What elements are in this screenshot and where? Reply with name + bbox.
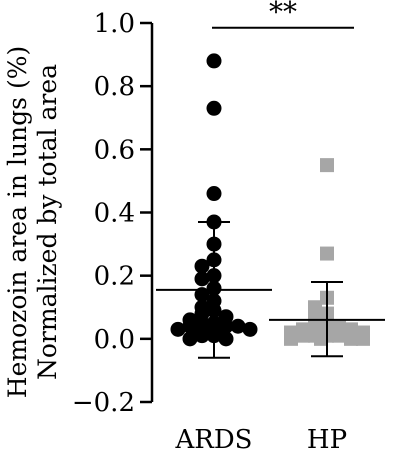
data-point-ards: [206, 53, 222, 69]
data-point-ards: [230, 318, 246, 334]
x-tick-label-hp: HP: [307, 425, 347, 455]
data-point-hp: [356, 331, 370, 346]
data-point-ards: [206, 186, 222, 202]
data-point-hp: [320, 158, 334, 173]
data-point-ards: [218, 331, 234, 347]
plot-area: −0.2 0.0 0.2 0.4 0.6 0.8 1.0 ARDS HP **: [72, 0, 385, 455]
data-point-ards: [242, 321, 258, 337]
data-point-hp: [284, 331, 298, 346]
data-point-ards: [194, 328, 210, 344]
data-point-hp: [296, 328, 310, 343]
data-point-ards: [182, 331, 198, 347]
data-point-hp: [320, 246, 334, 261]
data-point-hp: [308, 300, 322, 315]
y-tick-label: 0.0: [94, 325, 135, 355]
y-tick-label: 0.2: [94, 262, 135, 292]
y-tick-label: 0.8: [94, 72, 135, 102]
y-tick-label: 0.4: [94, 199, 135, 229]
data-point-hp: [332, 328, 346, 343]
y-axis-label-secondary: Normalized by total area: [33, 64, 62, 380]
y-tick-label: −0.2: [72, 388, 135, 418]
data-point-ards: [206, 100, 222, 116]
data-point-ards: [170, 321, 186, 337]
y-axis-label: Hemozoin area in lungs (%): [3, 46, 32, 398]
x-tick-label-ards: ARDS: [174, 425, 252, 455]
y-tick-label: 0.6: [94, 135, 135, 165]
data-point-hp: [344, 331, 358, 346]
data-point-ards: [194, 271, 210, 287]
y-tick-label: 1.0: [94, 9, 135, 39]
data-point-ards: [194, 258, 210, 274]
data-point-hp: [314, 331, 328, 346]
significance-label: **: [269, 0, 297, 28]
